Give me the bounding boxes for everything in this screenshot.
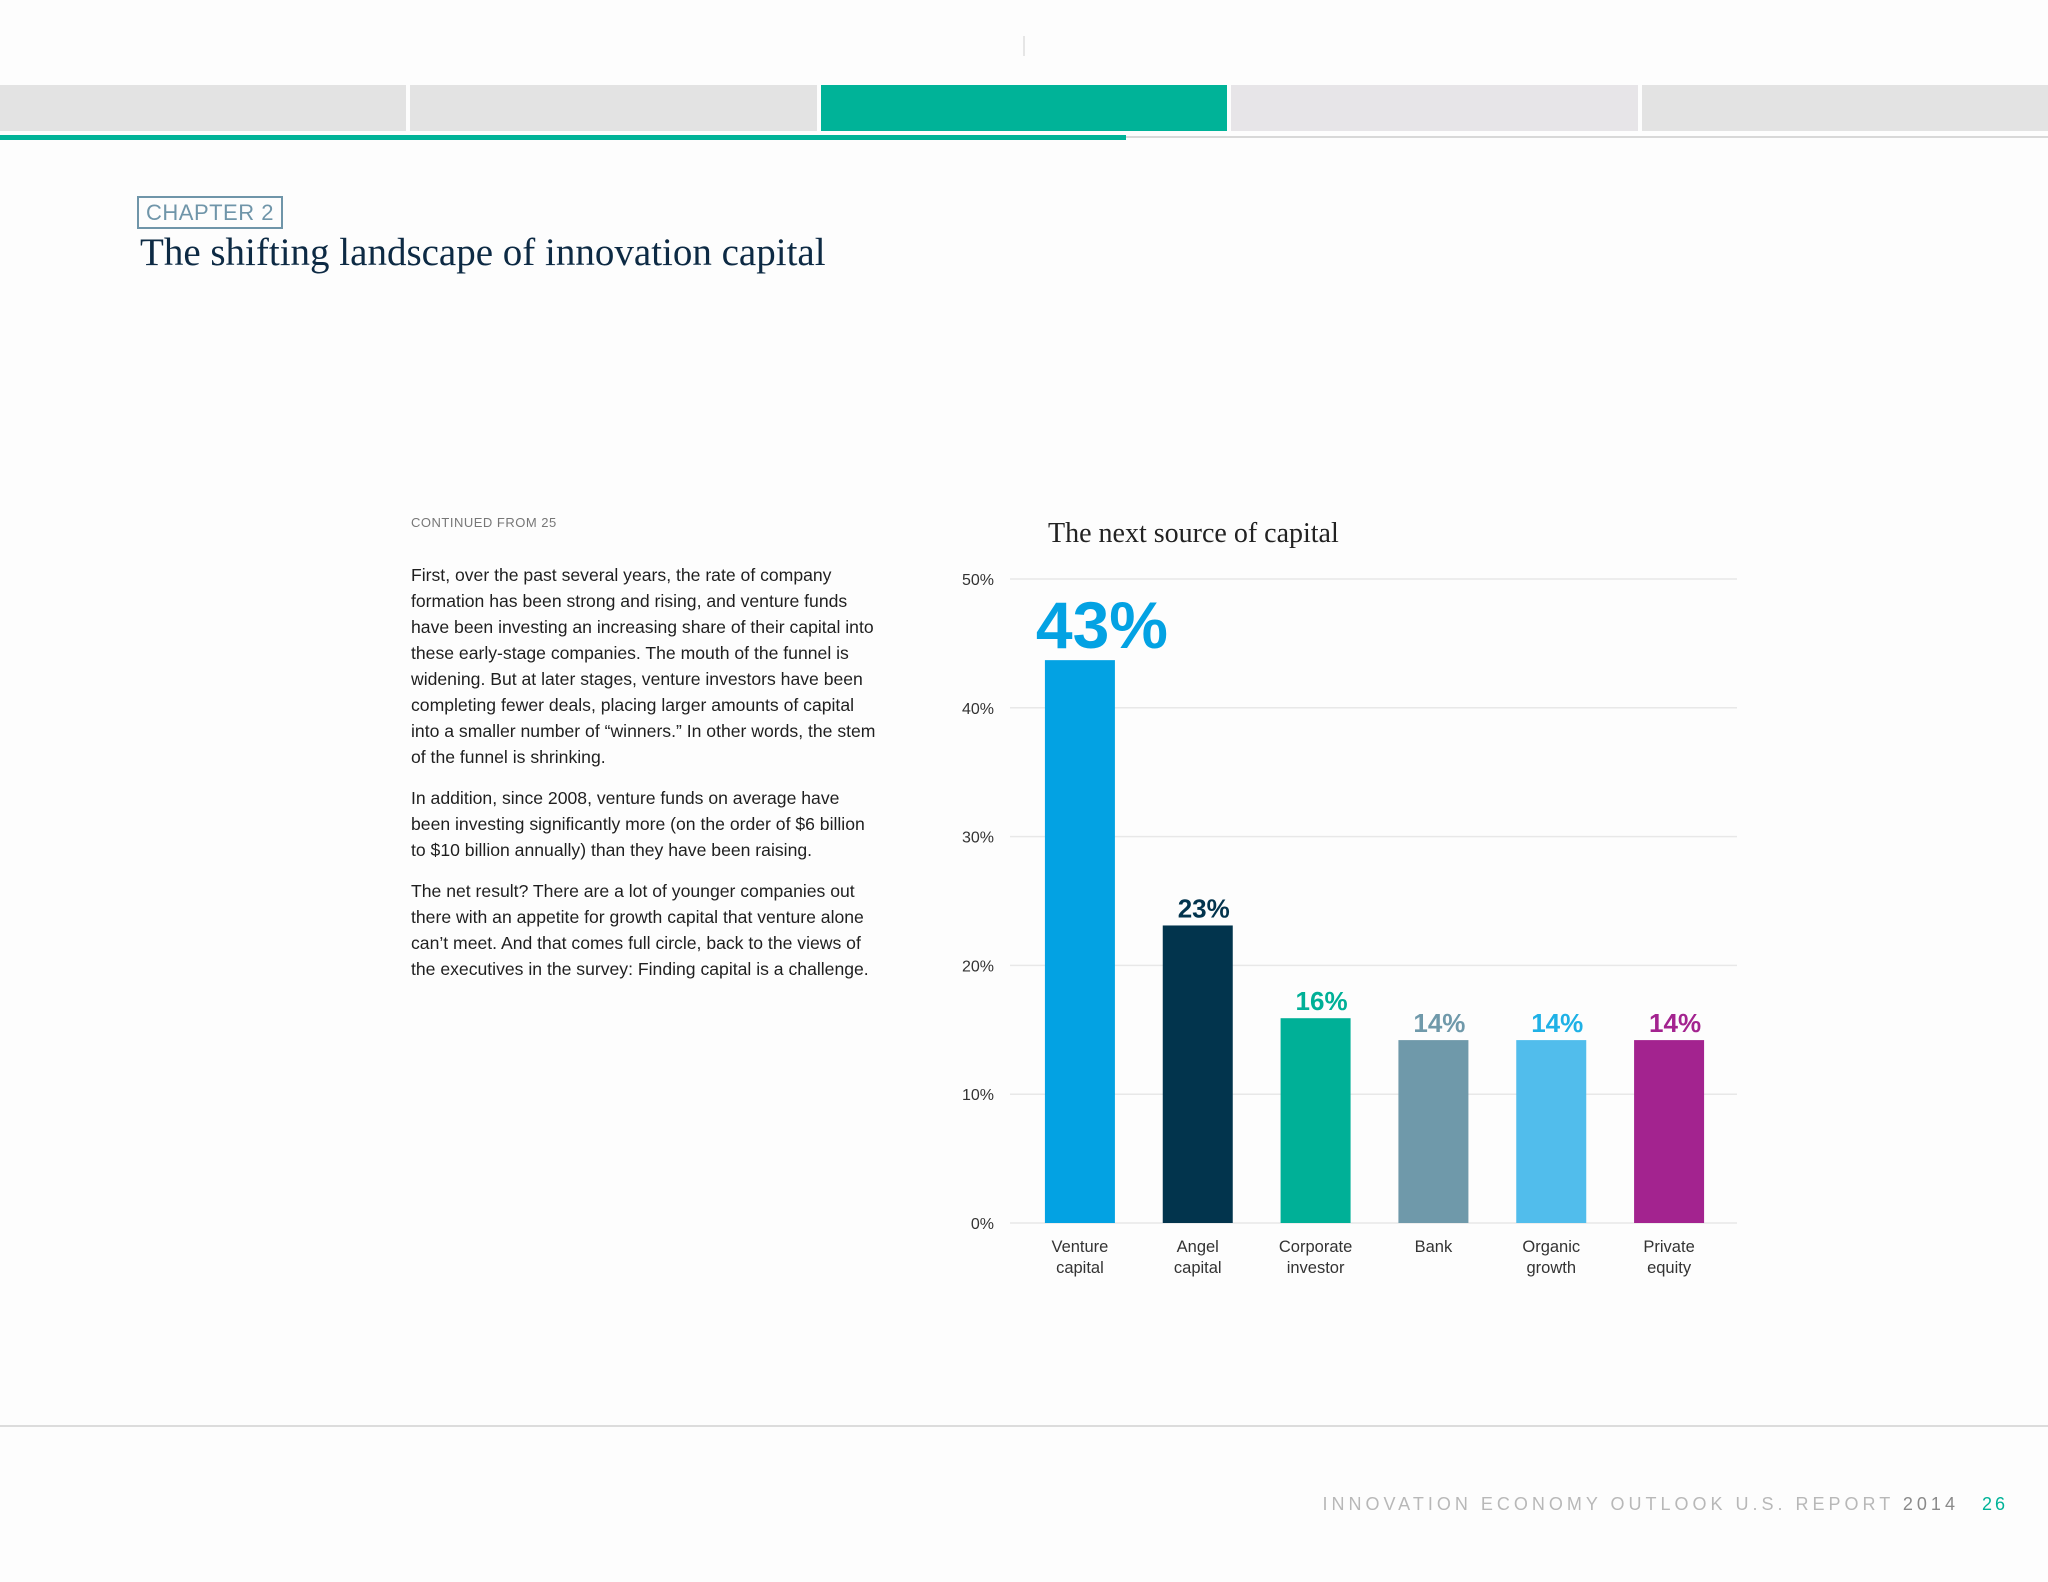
data-label: 14% — [1413, 1008, 1465, 1038]
footer-report-name: INNOVATION ECONOMY OUTLOOK U.S. REPORT — [1322, 1494, 1894, 1514]
x-tick-label: Venture — [1051, 1238, 1108, 1256]
y-tick-label: 50% — [962, 572, 994, 589]
page-title: The shifting landscape of innovation cap… — [140, 231, 826, 274]
y-tick-label: 40% — [962, 701, 994, 718]
bar — [1162, 925, 1233, 1223]
x-tick-label: equity — [1647, 1259, 1692, 1277]
footer-year: 2014 — [1902, 1494, 1959, 1514]
bar — [1280, 1018, 1351, 1223]
x-tick-label: investor — [1287, 1259, 1345, 1277]
page-footer: INNOVATION ECONOMY OUTLOOK U.S. REPORT 2… — [1322, 1494, 2008, 1515]
bar — [1398, 1040, 1469, 1223]
footer-divider — [0, 1425, 2048, 1427]
bar — [1634, 1040, 1705, 1223]
y-tick-label: 20% — [962, 958, 994, 975]
x-tick-label: capital — [1174, 1259, 1222, 1277]
bar — [1044, 660, 1115, 1223]
nav-tab-2[interactable] — [410, 85, 817, 131]
x-tick-label: Bank — [1415, 1238, 1453, 1256]
x-tick-label: growth — [1526, 1259, 1576, 1277]
x-tick-label: Private — [1643, 1238, 1694, 1256]
chapter-navigation — [0, 85, 2048, 131]
y-tick-label: 30% — [962, 830, 994, 847]
data-label: 23% — [1178, 893, 1230, 923]
paragraph-1: First, over the past several years, the … — [411, 565, 876, 767]
chart-title: The next source of capital — [1048, 518, 1339, 549]
x-tick-label: Organic — [1522, 1238, 1580, 1256]
nav-tab-5[interactable] — [1641, 85, 2048, 131]
reading-progress-fill — [0, 135, 1127, 140]
page-number: 26 — [1981, 1494, 2008, 1514]
continued-from-note: CONTINUED FROM 25 — [411, 515, 557, 530]
top-divider-tick — [1023, 36, 1025, 56]
chapter-label: CHAPTER 2 — [137, 196, 283, 229]
paragraph-3: The net result? There are a lot of young… — [411, 881, 869, 979]
data-label: 16% — [1296, 986, 1348, 1016]
data-label: 14% — [1649, 1008, 1701, 1038]
data-label: 43% — [1036, 588, 1168, 662]
y-tick-label: 10% — [962, 1087, 994, 1104]
nav-tab-3-active[interactable] — [820, 85, 1228, 131]
nav-tab-4[interactable] — [1231, 85, 1638, 131]
article-body: First, over the past several years, the … — [411, 562, 883, 997]
data-label: 14% — [1531, 1008, 1583, 1038]
bar — [1516, 1040, 1587, 1223]
capital-source-bar-chart: 0% 10% 20% 30% 40% 50% 43% Venture capital 23% Ang… — [962, 572, 1737, 1277]
nav-tab-1[interactable] — [0, 85, 407, 131]
x-tick-label: capital — [1056, 1259, 1104, 1277]
paragraph-2: In addition, since 2008, venture funds o… — [411, 788, 865, 860]
y-tick-label: 0% — [971, 1216, 994, 1233]
x-tick-label: Angel — [1177, 1238, 1219, 1256]
x-tick-label: Corporate — [1279, 1238, 1352, 1256]
